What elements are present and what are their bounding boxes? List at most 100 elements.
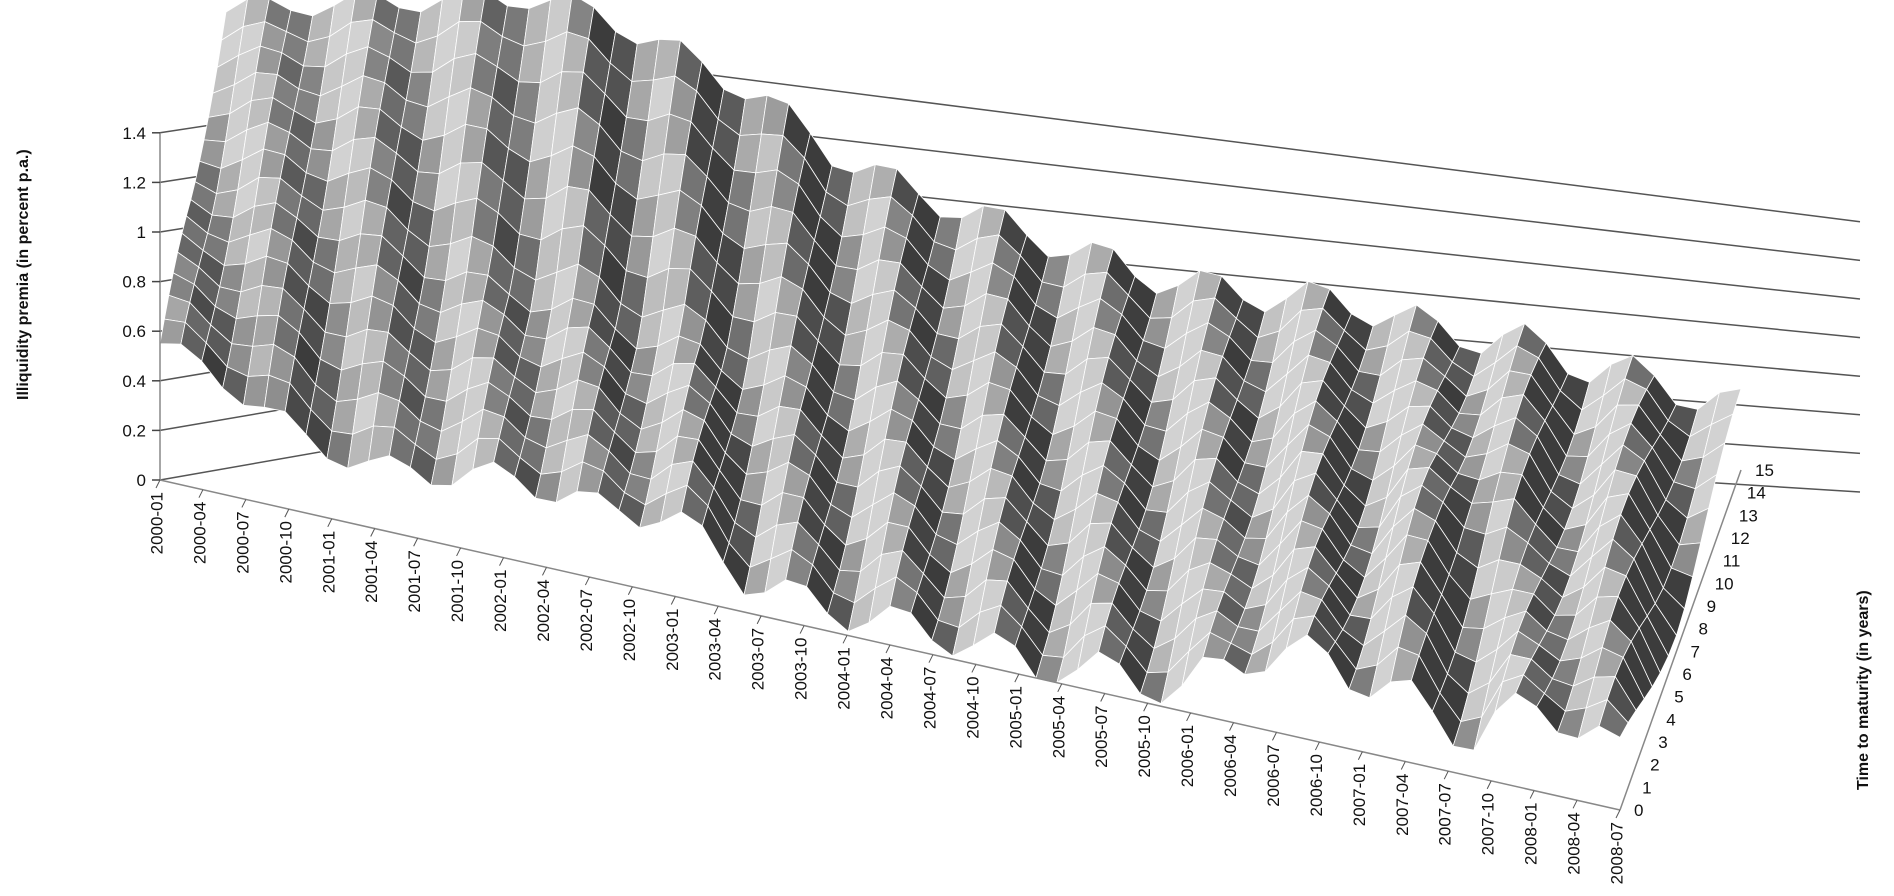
date-tick-label: 2006-01 [1178,725,1197,787]
date-tick-label: 2000-07 [233,511,252,573]
date-tick-mark [241,499,247,508]
z-tick-label: 1 [137,223,146,242]
date-tick-label: 2003-04 [706,618,725,680]
date-tick-label: 2007-04 [1393,774,1412,836]
date-tick-mark [198,489,204,498]
maturity-tick-label: 12 [1731,529,1750,548]
date-tick-mark [885,644,891,654]
date-tick-label: 2005-04 [1049,696,1068,758]
maturity-tick-label: 3 [1658,733,1667,752]
date-tick-label: 2003-01 [663,609,682,671]
z-tick-label: 0 [137,471,146,490]
date-tick-mark [284,508,290,518]
date-tick-label: 2006-04 [1221,735,1240,797]
date-tick-mark [713,605,719,615]
date-tick-mark [370,528,376,537]
date-tick-label: 2007-07 [1436,783,1455,845]
date-tick-label: 2007-01 [1350,764,1369,826]
surface-facet [1598,698,1629,738]
date-tick-mark [756,615,762,625]
date-tick-label: 2003-10 [792,638,811,700]
date-tick-label: 2001-01 [319,531,338,593]
date-tick-mark [1443,770,1449,780]
z-tick-label: 0.6 [122,322,146,341]
date-tick-label: 2004-01 [835,647,854,709]
maturity-tick-label: 6 [1682,665,1691,684]
date-tick-label: 2002-04 [534,579,553,641]
maturity-axis-line [1619,469,1742,811]
date-tick-label: 2000-01 [147,492,166,554]
date-tick-label: 2003-07 [749,628,768,690]
maturity-axis-title: Time to maturity (in years) [1855,590,1872,790]
date-tick-mark [499,557,504,566]
maturity-tick-label: 10 [1715,574,1734,593]
date-tick-mark [1572,800,1578,809]
date-tick-mark [1229,722,1234,731]
date-tick-mark [670,596,676,605]
date-tick-mark [842,635,848,644]
date-tick-labels: 2000-01 2000-04 2000-07 2000-10 2001-01 2001-… [147,492,1626,884]
date-tick-mark [542,567,547,576]
date-tick-label: 2007-10 [1479,793,1498,855]
date-tick-mark [1314,741,1320,751]
date-tick-mark [1143,703,1149,712]
date-tick-label: 2004-07 [920,667,939,729]
z-tick-label: 0.2 [122,421,146,440]
date-tick-mark [971,664,977,673]
date-tick-label: 2001-04 [362,541,381,603]
date-tick-mark [1014,673,1020,683]
date-tick-mark [413,538,419,547]
z-tick-label: 1.4 [122,124,146,143]
z-tick-label: 1.2 [122,173,146,192]
date-tick-label: 2001-10 [448,560,467,622]
z-tick-label: 0.4 [122,372,146,391]
date-tick-label: 2002-07 [577,589,596,651]
date-tick-label: 2008-01 [1522,803,1541,865]
maturity-tick-label: 7 [1691,642,1700,661]
maturity-tick-label: 1 [1642,778,1651,797]
maturity-tick-label: 2 [1650,756,1659,775]
date-tick-mark [1186,712,1192,722]
maturity-tick-label: 13 [1739,506,1758,525]
date-tick-label: 2001-07 [405,550,424,612]
date-tick-mark [1057,683,1063,693]
maturity-tick-label: 8 [1699,620,1708,639]
date-tick-mark [1272,732,1277,741]
date-tick-mark [1529,790,1535,799]
date-tick-mark [1615,809,1621,819]
date-tick-mark [1400,761,1406,770]
date-tick-mark [456,547,462,557]
date-tick-label: 2004-04 [877,657,896,719]
z-tick-labels: 0 0.2 0.4 0.6 0.8 1 1.2 1.4 [122,124,146,490]
date-tick-label: 2006-10 [1307,754,1326,816]
date-tick-label: 2008-07 [1607,822,1626,884]
z-tick-label: 0.8 [122,273,146,292]
maturity-tick-label: 5 [1674,688,1683,707]
date-tick-mark [1100,693,1106,702]
date-tick-label: 2000-10 [276,521,295,583]
z-axis-title: Illiquidity premia (in percent p.a.) [15,149,32,400]
date-tick-label: 2006-07 [1264,744,1283,806]
surface-mesh [159,0,1742,751]
maturity-tick-label: 14 [1747,484,1766,503]
date-tick-mark [799,625,805,634]
date-tick-label: 2005-10 [1135,715,1154,777]
date-tick-label: 2002-01 [491,570,510,632]
date-tick-mark [1357,751,1363,760]
date-tick-mark [327,518,333,528]
date-tick-label: 2005-01 [1006,686,1025,748]
maturity-tick-label: 15 [1755,461,1774,480]
date-tick-mark [627,586,633,595]
date-tick-label: 2000-04 [190,502,209,564]
date-tick-mark [928,654,934,663]
date-tick-label: 2004-10 [963,676,982,738]
axes [152,132,1742,819]
maturity-tick-label: 9 [1707,597,1716,616]
date-tick-mark [155,479,161,489]
date-tick-label: 2008-04 [1565,812,1584,874]
date-tick-mark [1486,780,1492,790]
date-tick-label: 2005-07 [1092,706,1111,768]
